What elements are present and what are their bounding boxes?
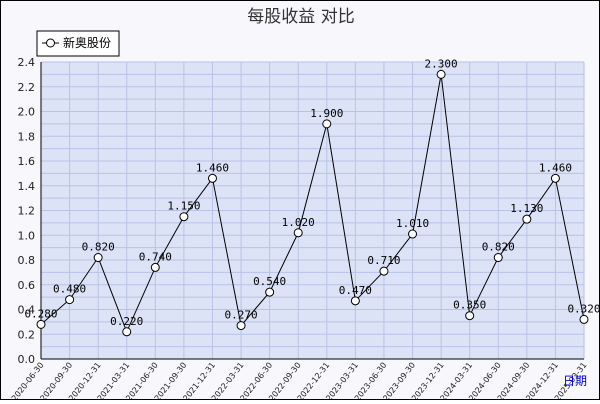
data-label: 0.320 [567, 302, 599, 315]
data-label: 1.900 [310, 107, 343, 120]
data-label: 1.130 [510, 202, 543, 215]
legend: 新奥股份 [36, 30, 120, 57]
data-label: 0.710 [367, 254, 400, 267]
y-tick-label: 1.8 [18, 130, 36, 143]
y-tick-label: 0.6 [18, 279, 36, 292]
y-tick-label: 1.4 [18, 180, 36, 193]
data-point [93, 253, 103, 263]
data-label: 0.280 [24, 307, 57, 320]
series-line [40, 74, 585, 334]
data-label: 0.270 [224, 309, 257, 322]
data-point [579, 314, 589, 324]
y-tick-label: 2.4 [18, 56, 36, 69]
data-label: 0.470 [339, 284, 372, 297]
data-label: 0.740 [139, 250, 172, 263]
y-tick-label: 1.2 [18, 205, 36, 218]
data-point [122, 327, 132, 337]
plot-area: 0.0 0.2 0.4 0.6 0.8 1.0 1.2 1.4 1.6 1.8 2.0 2.2 2.4 2… [10, 56, 600, 403]
data-label: 1.460 [539, 161, 572, 174]
data-point [550, 173, 560, 183]
data-point [408, 229, 418, 239]
data-label: 0.540 [253, 275, 286, 288]
data-label: 0.220 [110, 315, 143, 328]
chart-title: 每股收益 对比 [247, 7, 354, 27]
data-label: 0.820 [482, 241, 515, 254]
data-label: 0.350 [453, 299, 486, 312]
data-point [322, 119, 332, 129]
data-label: 0.480 [53, 283, 86, 296]
data-point [265, 287, 275, 297]
y-tick-label: 0.0 [18, 353, 36, 366]
x-tick-label: 2020-06-30 [10, 361, 46, 399]
legend-label: 新奥股份 [63, 35, 111, 50]
data-label: 2.300 [425, 57, 458, 70]
data-point [465, 311, 475, 321]
data-label: 0.820 [82, 241, 115, 254]
data-point [293, 228, 303, 238]
data-point [493, 253, 503, 263]
legend-marker [46, 38, 55, 48]
y-tick-label: 1.0 [18, 229, 36, 242]
y-tick-label: 0.2 [18, 328, 36, 341]
y-tick-label: 2.2 [18, 81, 36, 94]
y-tick-label: 1.6 [18, 155, 36, 168]
data-label: 1.460 [196, 161, 229, 174]
y-tick-label: 2.0 [18, 106, 36, 119]
data-point [65, 295, 75, 305]
data-point [36, 319, 46, 329]
data-point [379, 266, 389, 276]
data-point [236, 321, 246, 331]
x-axis-label: 日期 [563, 374, 587, 388]
data-label: 1.150 [167, 200, 200, 213]
y-tick-label: 0.8 [18, 254, 36, 267]
data-point [150, 262, 160, 272]
data-label: 1.010 [396, 217, 429, 230]
data-point [207, 173, 217, 183]
data-point [436, 69, 446, 79]
data-point [350, 296, 360, 306]
y-tick-label: 0.4 [18, 304, 36, 317]
data-point [179, 212, 189, 222]
data-point [522, 214, 532, 224]
data-label: 1.020 [282, 216, 315, 229]
